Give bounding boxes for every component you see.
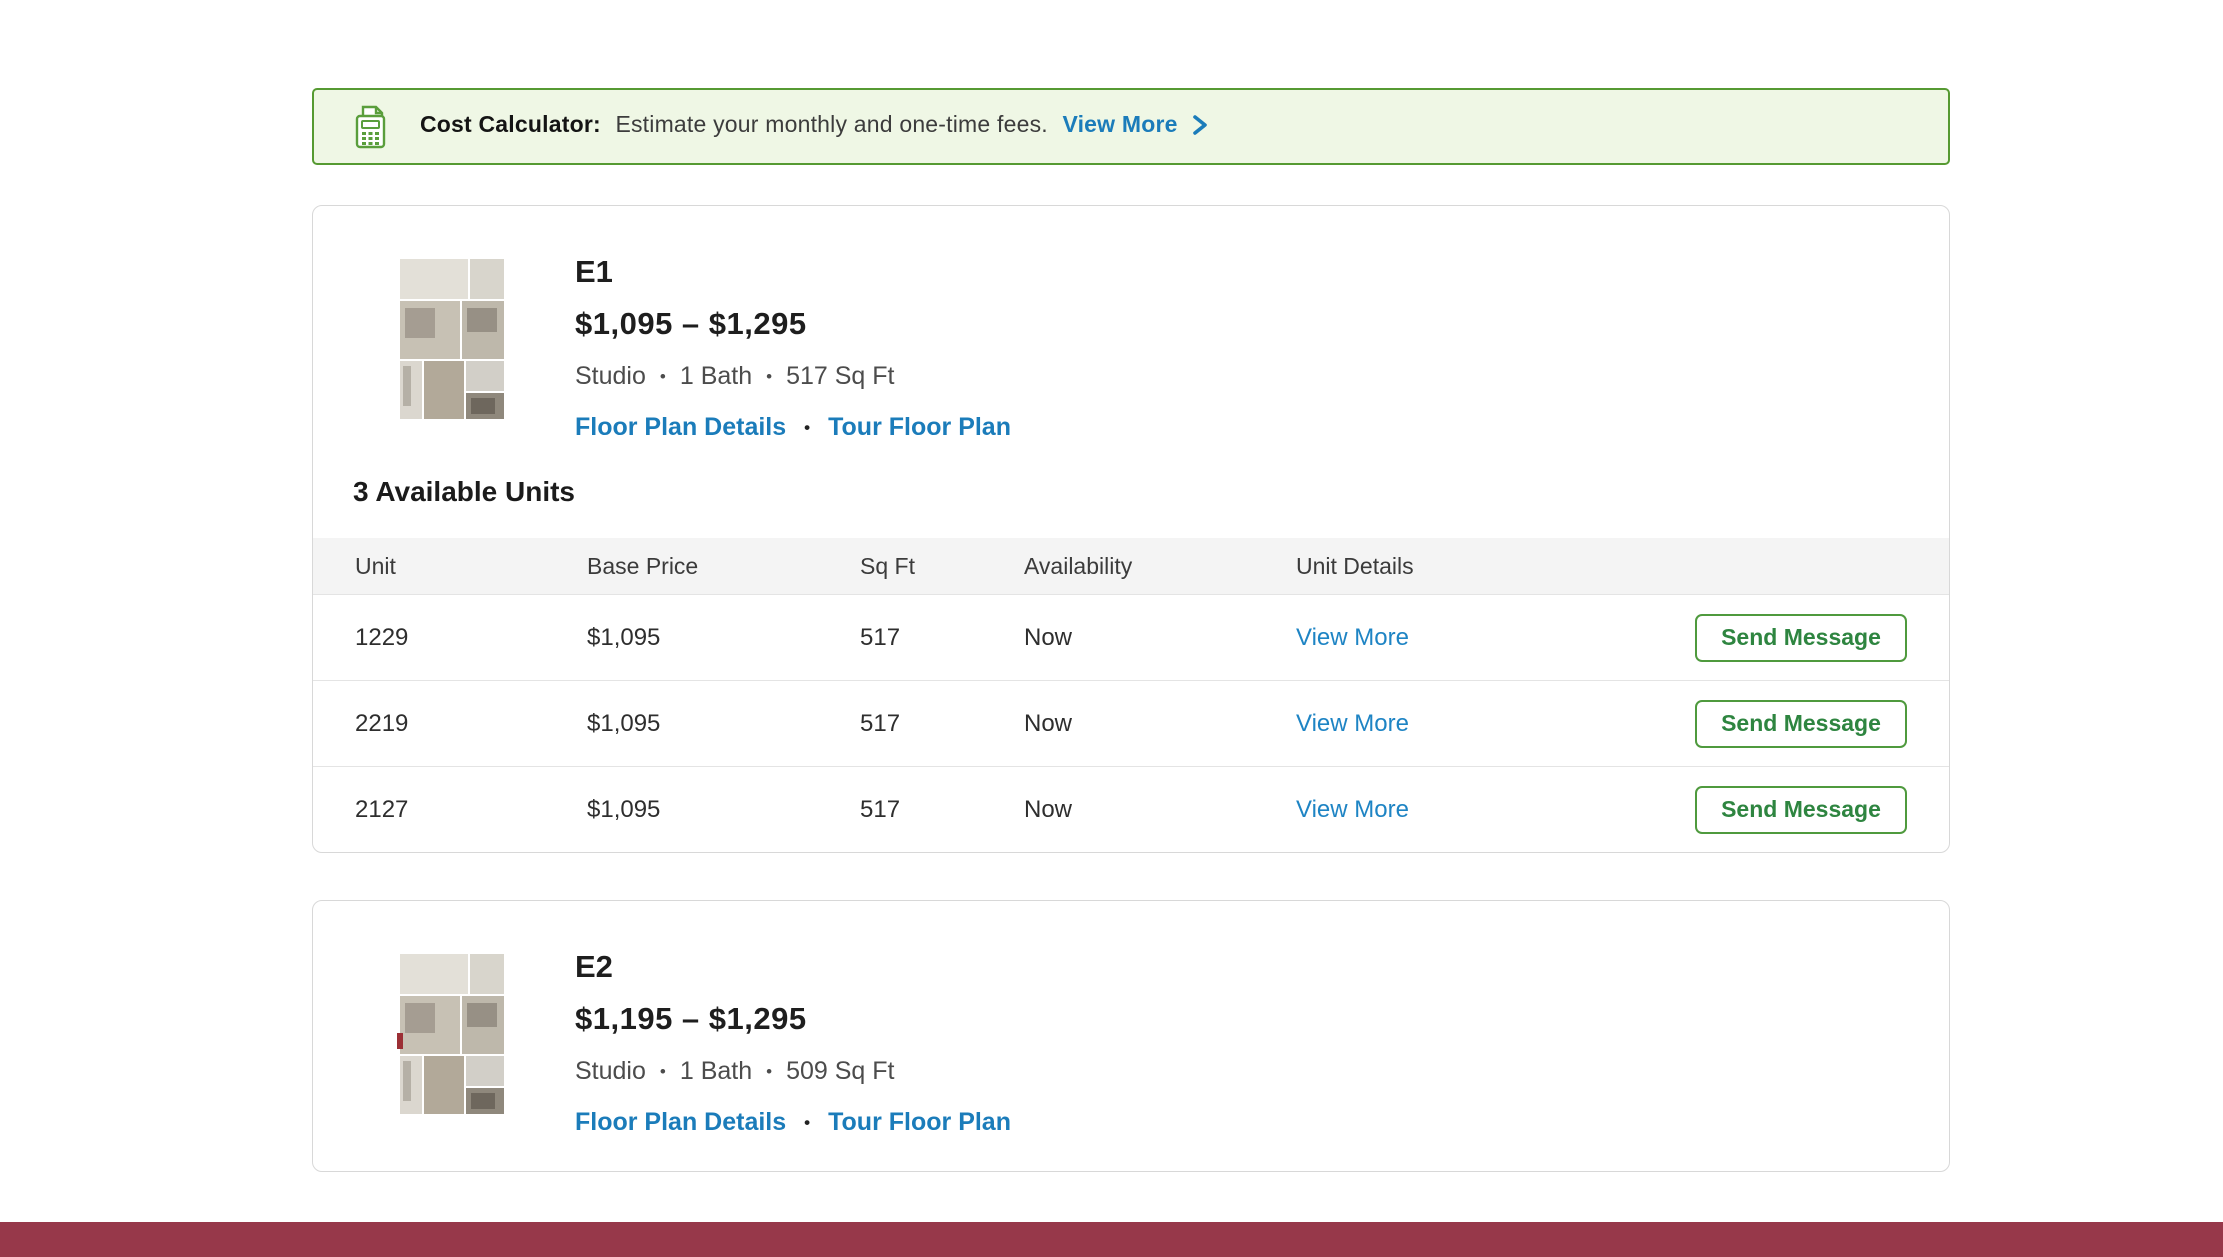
- floor-plan-details-link[interactable]: Floor Plan Details: [575, 1108, 787, 1136]
- unit-base-price: $1,095: [587, 795, 661, 823]
- unit-availability: Now: [1024, 623, 1073, 651]
- unit-sqft: 517: [860, 623, 901, 651]
- beds-label: Studio: [575, 1057, 646, 1085]
- header-sqft: Sq Ft: [860, 552, 915, 579]
- unit-row: 2219 $1,095 517 Now View More Send Messa…: [313, 680, 1949, 766]
- floor-plan-image[interactable]: [391, 947, 513, 1120]
- header-unit: Unit: [355, 552, 396, 579]
- cost-calculator-banner: Cost Calculator: Estimate your monthly a…: [312, 88, 1950, 165]
- unit-row: 2127 $1,095 517 Now View More Send Messa…: [313, 766, 1949, 852]
- tour-floor-plan-link[interactable]: Tour Floor Plan: [828, 413, 1011, 441]
- floor-plan-name: E2: [575, 949, 613, 984]
- view-more-link[interactable]: View More: [1062, 111, 1178, 137]
- unit-base-price: $1,095: [587, 709, 661, 737]
- footer-bar: [0, 1222, 2223, 1257]
- sqft-label: 509 Sq Ft: [786, 1057, 895, 1085]
- unit-view-more-link[interactable]: View More: [1296, 623, 1409, 651]
- baths-label: 1 Bath: [679, 1057, 753, 1085]
- floor-plan-specs: Studio • 1 Bath • 517 Sq Ft: [575, 362, 1011, 391]
- header-base-price: Base Price: [587, 552, 699, 579]
- banner-description: Estimate your monthly and one-time fees.: [615, 111, 1048, 137]
- bullet-separator: •: [804, 1112, 811, 1132]
- floor-plan-price: $1,095 – $1,295: [575, 306, 807, 341]
- units-table-header: Unit Base Price Sq Ft Availability Unit …: [313, 538, 1949, 594]
- unit-availability: Now: [1024, 709, 1073, 737]
- floor-plan-price: $1,195 – $1,295: [575, 1001, 807, 1036]
- floor-plan-name: E1: [575, 254, 613, 289]
- floor-plan-header: E1 $1,095 – $1,295 Studio • 1 Bath • 517…: [313, 206, 1949, 442]
- floor-plan-card-e1: E1 $1,095 – $1,295 Studio • 1 Bath • 517…: [312, 205, 1950, 853]
- banner-title: Cost Calculator:: [420, 111, 601, 137]
- send-message-button[interactable]: Send Message: [1695, 613, 1907, 662]
- unit-base-price: $1,095: [587, 623, 661, 651]
- unit-sqft: 517: [860, 709, 901, 737]
- unit-number: 2219: [355, 709, 409, 737]
- bullet-separator: •: [659, 1061, 666, 1081]
- floor-plan-header: E2 $1,195 – $1,295 Studio • 1 Bath • 509…: [313, 901, 1949, 1137]
- sqft-label: 517 Sq Ft: [786, 362, 895, 390]
- unit-row: 1229 $1,095 517 Now View More Send Messa…: [313, 594, 1949, 680]
- units-table: Unit Base Price Sq Ft Availability Unit …: [313, 538, 1949, 852]
- unit-view-more-link[interactable]: View More: [1296, 795, 1409, 823]
- floor-plan-links: Floor Plan Details • Tour Floor Plan: [575, 1108, 1011, 1137]
- calculator-icon: [350, 103, 392, 151]
- send-message-button[interactable]: Send Message: [1695, 785, 1907, 834]
- header-unit-details: Unit Details: [1296, 552, 1414, 579]
- banner-text: Cost Calculator: Estimate your monthly a…: [420, 111, 1210, 142]
- unit-sqft: 517: [860, 795, 901, 823]
- floor-plan-image[interactable]: [391, 252, 513, 425]
- bullet-separator: •: [766, 1061, 773, 1081]
- floor-plan-info: E2 $1,195 – $1,295 Studio • 1 Bath • 509…: [575, 947, 1011, 1137]
- unit-view-more-link[interactable]: View More: [1296, 709, 1409, 737]
- floor-plan-info: E1 $1,095 – $1,295 Studio • 1 Bath • 517…: [575, 252, 1011, 442]
- unit-number: 2127: [355, 795, 409, 823]
- floor-plan-specs: Studio • 1 Bath • 509 Sq Ft: [575, 1057, 1011, 1086]
- floor-plan-links: Floor Plan Details • Tour Floor Plan: [575, 413, 1011, 442]
- header-availability: Availability: [1024, 552, 1133, 579]
- beds-label: Studio: [575, 362, 646, 390]
- bullet-separator: •: [804, 417, 811, 437]
- floor-plan-card-e2: E2 $1,195 – $1,295 Studio • 1 Bath • 509…: [312, 900, 1950, 1172]
- bullet-separator: •: [659, 366, 666, 386]
- floor-plan-details-link[interactable]: Floor Plan Details: [575, 413, 787, 441]
- bullet-separator: •: [766, 366, 773, 386]
- baths-label: 1 Bath: [679, 362, 753, 390]
- send-message-button[interactable]: Send Message: [1695, 699, 1907, 748]
- available-units-heading: 3 Available Units: [353, 476, 576, 507]
- unit-availability: Now: [1024, 795, 1073, 823]
- chevron-right-icon[interactable]: [1190, 114, 1210, 142]
- unit-number: 1229: [355, 623, 409, 651]
- tour-floor-plan-link[interactable]: Tour Floor Plan: [828, 1108, 1011, 1136]
